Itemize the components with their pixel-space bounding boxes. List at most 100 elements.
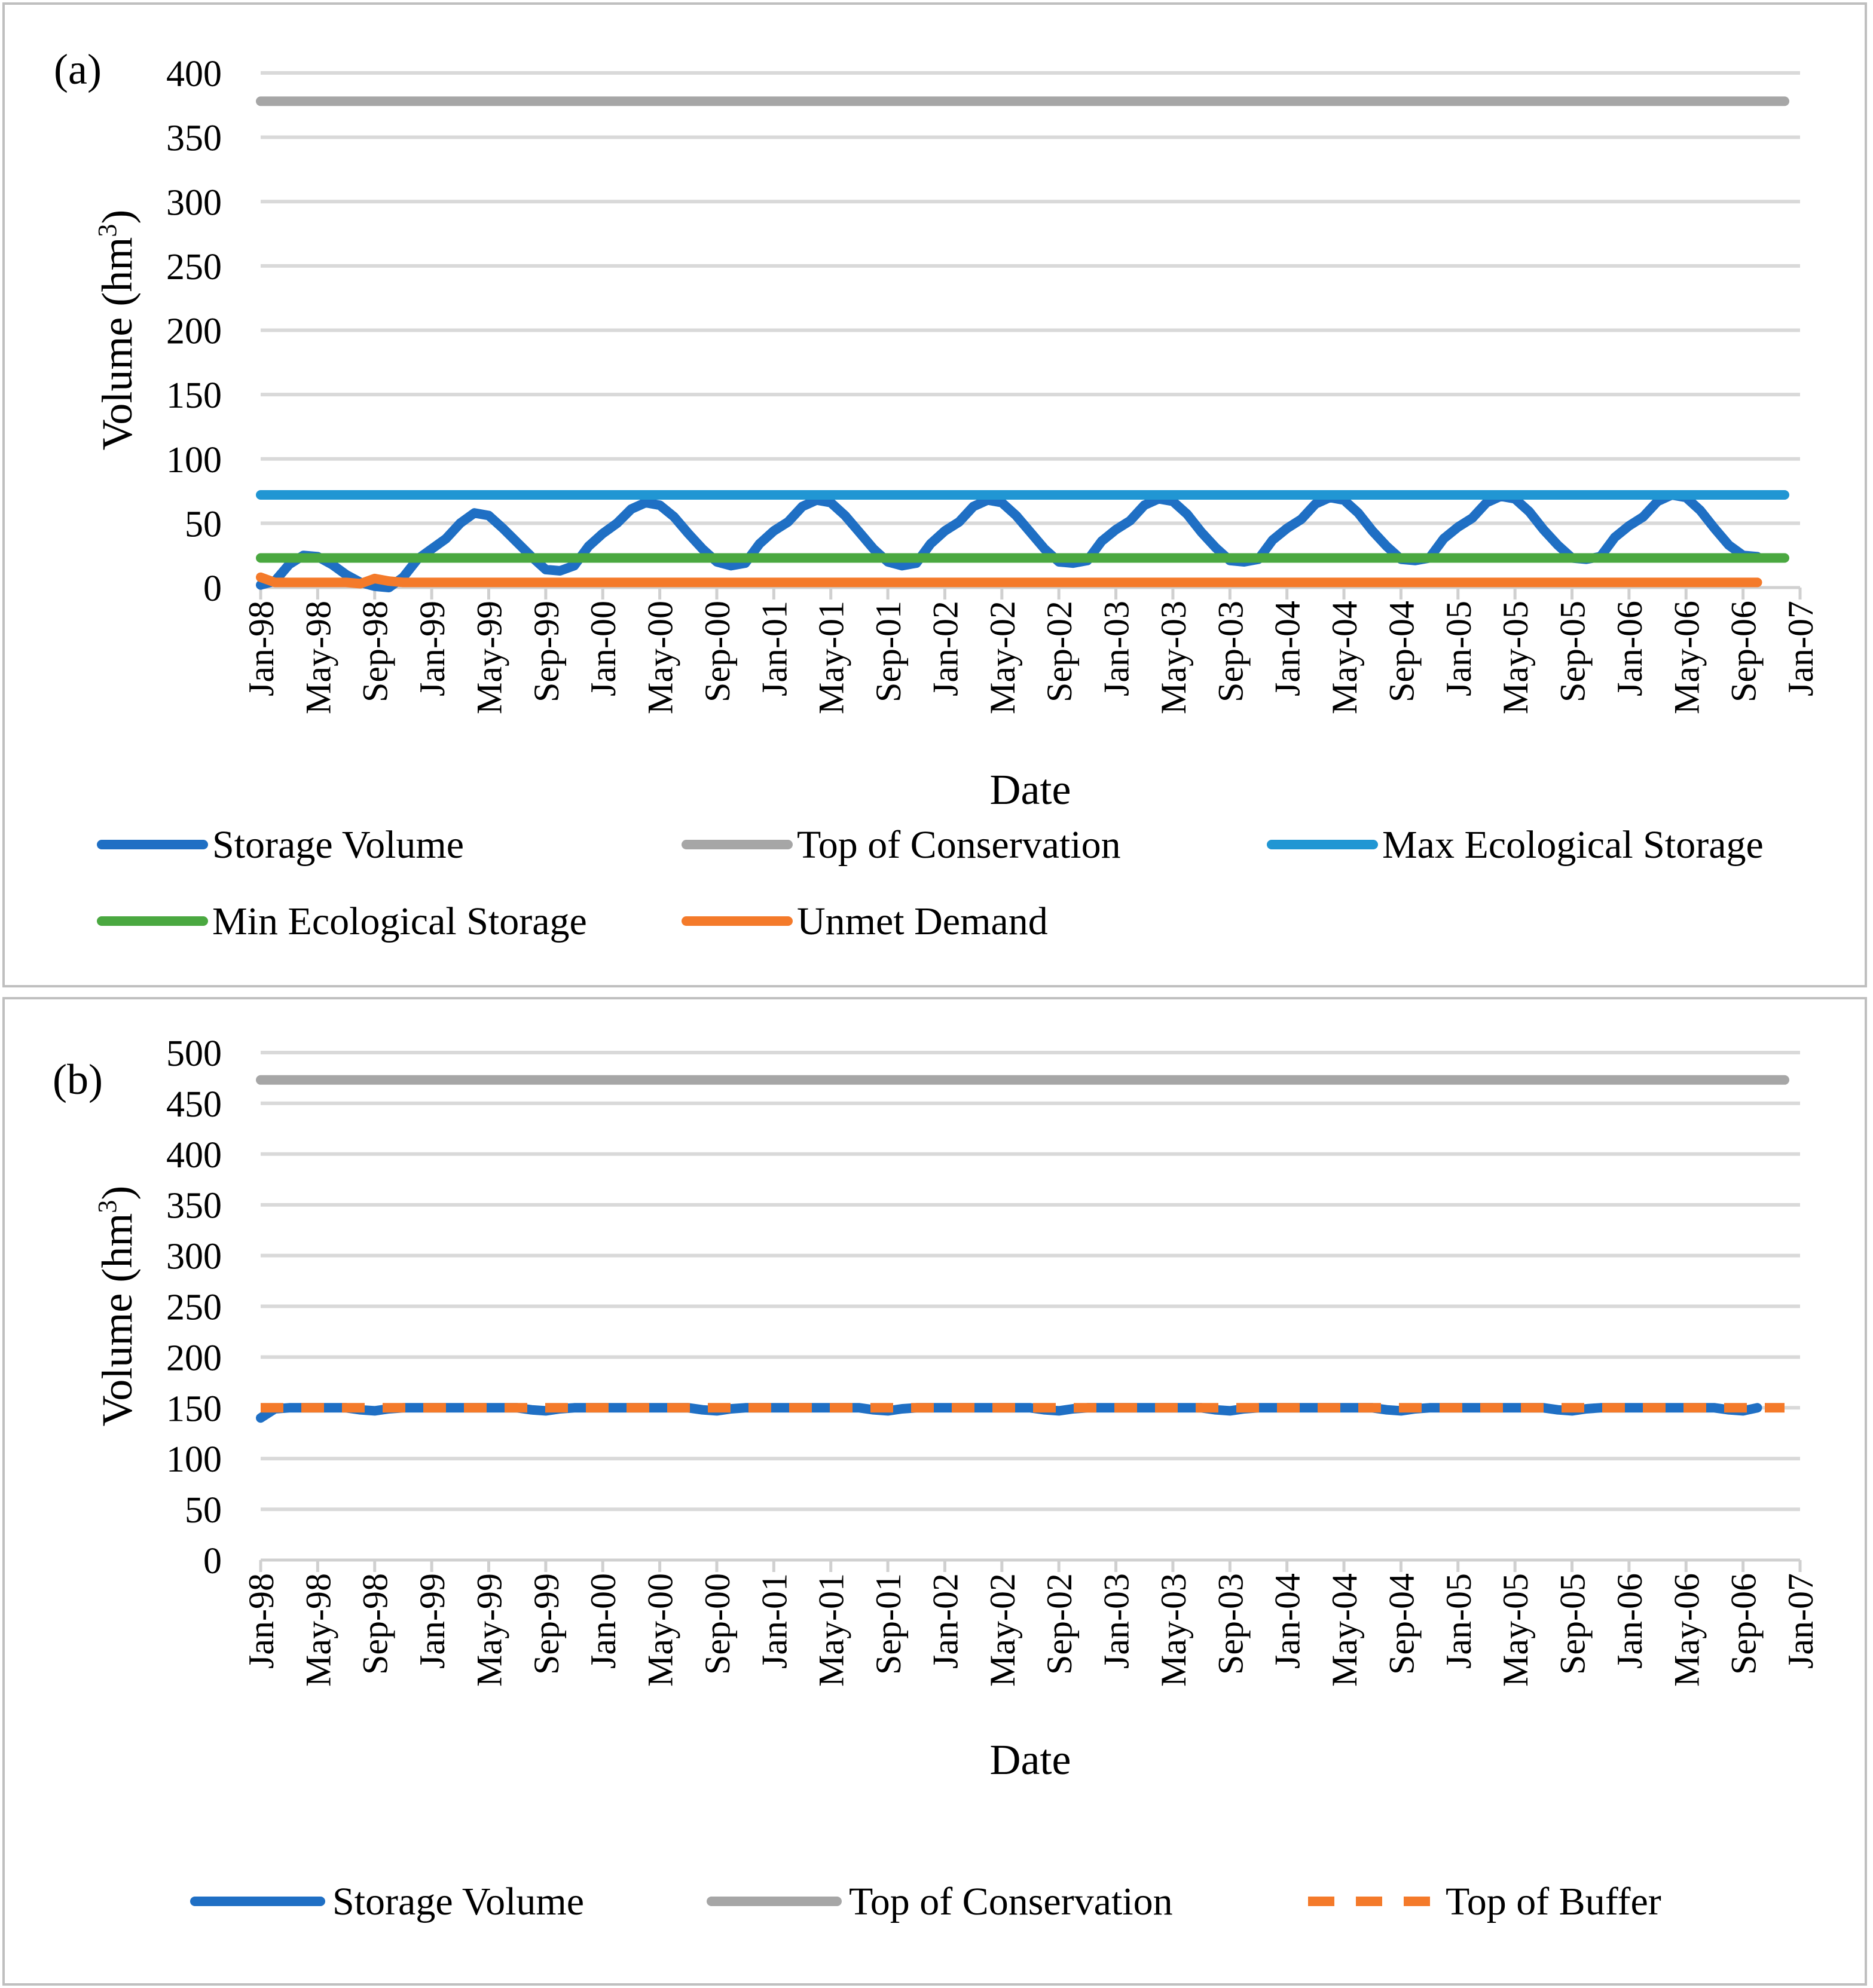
x-tick-label: Sep-06 <box>1724 1573 1764 1675</box>
x-tick-label: Jan-02 <box>925 601 965 696</box>
x-tick-label: Jan-01 <box>754 601 794 696</box>
y-tick-label: 0 <box>203 568 222 609</box>
x-tick-label: Jan-00 <box>583 601 623 696</box>
y-tick-label: 200 <box>166 311 222 352</box>
x-tick-label: Sep-02 <box>1040 601 1079 702</box>
x-axis-title: Date <box>990 1736 1071 1784</box>
panel-a: (a) 0 50 100 150 200 250 300 350 400 Jan-98 May-98 S… <box>2 2 1867 987</box>
x-tick-label: May-04 <box>1325 601 1364 714</box>
x-tick-label: Sep-06 <box>1724 601 1764 702</box>
x-tick-label: May-01 <box>812 1573 851 1687</box>
y-axis-title: Volume (hm3) <box>93 1186 141 1427</box>
x-tick-label: Sep-00 <box>698 1573 737 1675</box>
x-tick-label: Sep-02 <box>1040 1573 1079 1675</box>
x-tick-label: Sep-04 <box>1382 1573 1421 1675</box>
x-tick-label: May-99 <box>469 1573 509 1687</box>
x-tick-label: Sep-04 <box>1382 601 1421 702</box>
x-tick-label: Jan-04 <box>1268 601 1307 696</box>
x-tick-label: May-01 <box>812 601 851 714</box>
x-tick-label: Sep-01 <box>869 601 908 702</box>
x-tick-label: Sep-00 <box>698 601 737 702</box>
x-tick-label: Jan-00 <box>583 1573 623 1669</box>
y-axis-title-close: ) <box>93 1186 141 1200</box>
y-tick-label: 350 <box>166 1186 222 1227</box>
x-tick-label: Sep-01 <box>869 1573 908 1675</box>
legend-label: Min Ecological Storage <box>212 900 587 943</box>
x-tick-label: May-03 <box>1154 601 1193 714</box>
x-tick-label: May-05 <box>1496 1573 1535 1687</box>
panel-b: (b) 0 50 100 150 200 250 300 350 400 450 500 Jan-98 M… <box>2 997 1867 1986</box>
y-tick-label: 300 <box>166 1237 222 1277</box>
x-tick-label: Jan-07 <box>1781 1573 1820 1669</box>
y-tick-label: 250 <box>166 247 222 288</box>
x-axis-title: Date <box>990 766 1071 813</box>
x-tick-label: Sep-99 <box>527 601 566 702</box>
legend-label: Top of Buffer <box>1446 1880 1661 1923</box>
x-tick-label: Jan-03 <box>1097 601 1136 696</box>
y-tick-label: 50 <box>185 504 222 545</box>
legend-label: Storage Volume <box>332 1880 584 1923</box>
x-tick-label: May-00 <box>641 601 680 714</box>
y-tick-label: 50 <box>185 1490 222 1531</box>
x-tick-label: Sep-05 <box>1553 601 1593 702</box>
y-tick-label: 150 <box>166 375 222 416</box>
x-tick-label: Jan-05 <box>1439 1573 1478 1669</box>
x-tick-label: Jan-04 <box>1268 1573 1307 1669</box>
y-tick-label: 100 <box>166 440 222 481</box>
x-tick-label: Jan-07 <box>1781 601 1820 696</box>
y-tick-label: 400 <box>166 1135 222 1176</box>
y-tick-label: 400 <box>166 54 222 94</box>
y-tick-label: 500 <box>166 1033 222 1074</box>
x-tick-label: Sep-98 <box>356 1573 395 1675</box>
legend-label: Storage Volume <box>212 823 464 867</box>
x-tick-label: Jan-99 <box>413 601 452 696</box>
y-tick-label: 300 <box>166 182 222 223</box>
x-tick-label: Jan-03 <box>1097 1573 1136 1669</box>
y-tick-label: 150 <box>166 1388 222 1429</box>
x-tick-label: Jan-99 <box>413 1573 452 1669</box>
x-tick-label: Sep-03 <box>1211 1573 1250 1675</box>
x-tick-label: May-98 <box>298 1573 338 1687</box>
x-tick-label: May-03 <box>1154 1573 1193 1687</box>
x-tick-label: May-04 <box>1325 1573 1364 1687</box>
y-tick-label: 0 <box>203 1541 222 1582</box>
y-tick-label: 350 <box>166 118 222 159</box>
y-axis-title-superscript: 3 <box>93 224 122 237</box>
y-axis-title-close: ) <box>93 210 141 224</box>
x-tick-label: Sep-98 <box>356 601 395 702</box>
y-axis-title-text: Volume (hm <box>93 237 141 451</box>
y-tick-label: 450 <box>166 1084 222 1125</box>
x-tick-label: May-02 <box>983 601 1022 714</box>
x-tick-label: May-06 <box>1667 1573 1706 1687</box>
panel-label: (a) <box>54 45 102 93</box>
x-tick-label: May-98 <box>298 601 338 714</box>
legend-label: Top of Conservation <box>849 1880 1173 1923</box>
x-tick-label: May-05 <box>1496 601 1535 714</box>
y-axis-title-text: Volume (hm <box>93 1213 141 1427</box>
series-unmet-demand-line <box>256 572 1762 589</box>
x-tick-label: Jan-05 <box>1439 601 1478 696</box>
x-tick-label: Sep-03 <box>1211 601 1250 702</box>
legend-label: Max Ecological Storage <box>1382 823 1764 867</box>
x-tick-label: May-06 <box>1667 601 1706 714</box>
y-tick-label: 250 <box>166 1287 222 1328</box>
y-axis-title-superscript: 3 <box>93 1200 122 1213</box>
y-tick-label: 100 <box>166 1439 222 1480</box>
x-tick-label: May-99 <box>469 601 509 714</box>
legend-label: Unmet Demand <box>797 900 1048 943</box>
x-tick-label: Jan-02 <box>925 1573 965 1669</box>
x-tick-label: Sep-05 <box>1553 1573 1593 1675</box>
y-tick-label: 200 <box>166 1338 222 1378</box>
y-axis-title: Volume (hm3) <box>93 210 141 451</box>
x-tick-label: May-00 <box>641 1573 680 1687</box>
x-tick-label: Sep-99 <box>527 1573 566 1675</box>
x-tick-label: Jan-06 <box>1610 1573 1649 1669</box>
x-tick-label: Jan-01 <box>754 1573 794 1669</box>
x-tick-label: Jan-06 <box>1610 601 1649 696</box>
x-tick-label: Jan-98 <box>242 1573 281 1669</box>
panel-frame <box>2 997 1867 1986</box>
panel-label: (b) <box>53 1056 103 1103</box>
x-tick-label: May-02 <box>983 1573 1022 1687</box>
legend-label: Top of Conservation <box>797 823 1121 867</box>
